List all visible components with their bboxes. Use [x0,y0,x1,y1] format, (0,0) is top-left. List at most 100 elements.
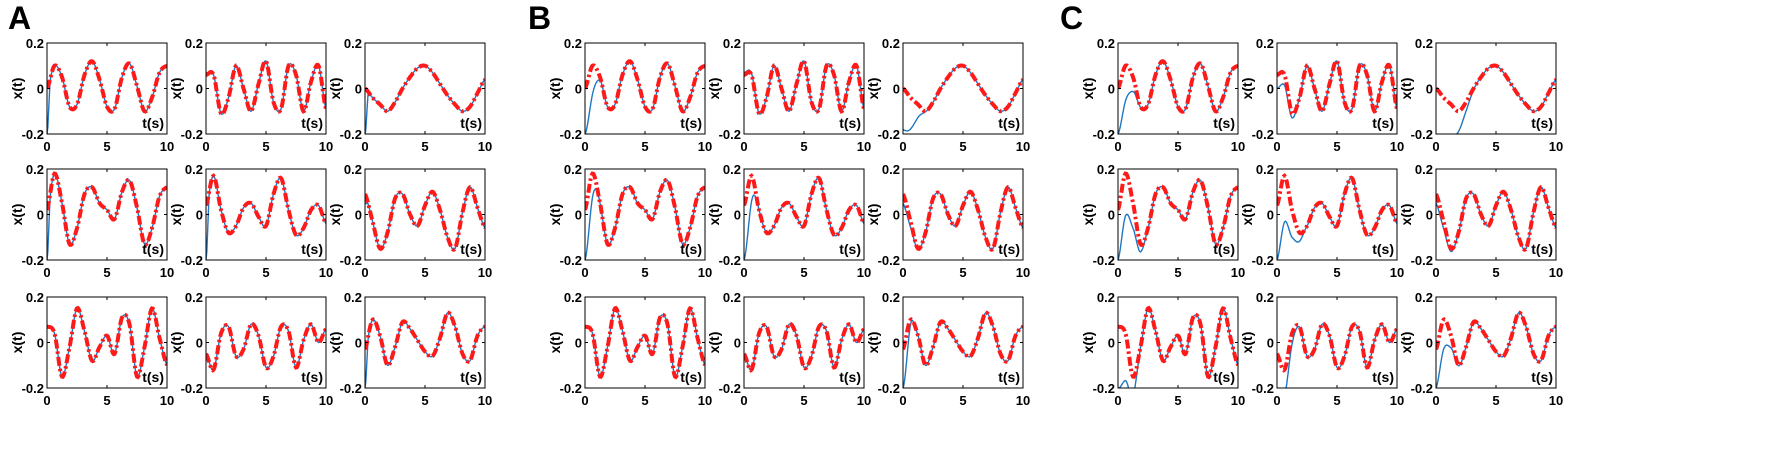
reference-line [744,321,864,373]
y-tick-label: 0 [1108,208,1115,223]
x-axis-label: t(s) [680,369,702,385]
reference-line [365,310,485,368]
y-tick-label: 0.2 [882,290,900,305]
subplot-r1c2: 0 5 10-0.200.2t(s)x(t) [1239,36,1404,154]
reference-line [206,321,326,373]
y-tick-label: 0.2 [564,36,582,51]
x-tick-label: 0 [1432,393,1439,408]
x-tick-label: 5 [1333,139,1340,154]
y-tick-label: 0 [1267,336,1274,351]
y-tick-label: 0 [1267,208,1274,223]
x-tick-label: 10 [1231,139,1245,154]
y-axis-label: x(t) [865,78,881,100]
y-tick-label: 0.2 [723,162,741,177]
subplot-r1c3: 0 5 10-0.200.2t(s)x(t) [865,36,1030,154]
x-tick-label: 5 [421,393,428,408]
reference-line [47,305,167,380]
subplot-r3c1: 0 5 10-0.200.2t(s)x(t) [1080,290,1245,408]
y-tick-label: -0.2 [181,381,203,396]
y-tick-label: 0 [1108,336,1115,351]
x-tick-label: 5 [959,393,966,408]
subplot-r3c2: 0 5 10-0.200.2t(s)x(t) [706,290,871,408]
y-tick-label: 0 [37,208,44,223]
x-tick-label: 0 [202,393,209,408]
y-tick-label: -0.2 [560,127,582,142]
x-tick-label: 5 [1174,265,1181,280]
y-tick-label: 0.2 [344,36,362,51]
reference-line [1118,171,1238,248]
y-tick-label: 0.2 [26,36,44,51]
x-tick-label: 10 [1016,393,1030,408]
reference-line [903,310,1023,368]
x-tick-label: 10 [319,393,333,408]
y-tick-label: -0.2 [1093,127,1115,142]
subplot-r1c3: 0 5 10-0.200.2t(s)x(t) [1398,36,1563,154]
x-axis-label: t(s) [142,241,164,257]
x-tick-label: 5 [1174,393,1181,408]
x-tick-label: 10 [1016,139,1030,154]
x-tick-label: 10 [1390,393,1404,408]
x-tick-label: 5 [800,393,807,408]
y-tick-label: 0.2 [723,36,741,51]
x-tick-label: 5 [800,139,807,154]
y-tick-label: -0.2 [22,381,44,396]
x-axis-label: t(s) [142,115,164,131]
y-tick-label: -0.2 [878,127,900,142]
x-tick-label: 0 [581,265,588,280]
subplot-r2c1: 0 5 10-0.200.2t(s)x(t) [9,162,174,280]
y-axis-label: x(t) [1080,78,1096,100]
y-tick-label: 0 [196,82,203,97]
subplot-r3c2: 0 5 10-0.200.2t(s)x(t) [1239,290,1404,408]
x-tick-label: 5 [1492,393,1499,408]
subplot-r3c3: 0 5 10-0.200.2t(s)x(t) [327,290,492,408]
x-tick-label: 0 [43,393,50,408]
subplot-r3c3: 0 5 10-0.200.2t(s)x(t) [865,290,1030,408]
x-axis-label: t(s) [998,115,1020,131]
y-tick-label: -0.2 [719,253,741,268]
x-tick-label: 0 [202,139,209,154]
subplot-r1c3: 0 5 10-0.200.2t(s)x(t) [327,36,492,154]
y-tick-label: 0.2 [26,162,44,177]
y-tick-label: -0.2 [1252,381,1274,396]
y-tick-label: 0 [355,336,362,351]
y-tick-label: -0.2 [22,253,44,268]
x-tick-label: 0 [361,139,368,154]
reference-line [585,171,705,248]
x-axis-label: t(s) [142,369,164,385]
y-tick-label: -0.2 [1252,127,1274,142]
y-tick-label: 0.2 [564,290,582,305]
x-tick-label: 0 [581,139,588,154]
x-tick-label: 10 [160,265,174,280]
y-tick-label: 0 [734,82,741,97]
x-tick-label: 10 [1231,265,1245,280]
y-axis-label: x(t) [865,204,881,226]
x-tick-label: 5 [959,139,966,154]
y-axis-label: x(t) [547,78,563,100]
y-tick-label: 0.2 [564,162,582,177]
y-axis-label: x(t) [1398,204,1414,226]
x-axis-label: t(s) [1213,115,1235,131]
y-axis-label: x(t) [168,332,184,354]
y-axis-label: x(t) [1080,204,1096,226]
x-tick-label: 0 [43,139,50,154]
y-tick-label: -0.2 [878,253,900,268]
y-tick-label: 0.2 [1256,290,1274,305]
tracking-line [1118,179,1238,260]
y-tick-label: 0 [1426,336,1433,351]
x-tick-label: 10 [1549,139,1563,154]
x-tick-label: 10 [1549,393,1563,408]
y-tick-label: 0.2 [882,162,900,177]
y-axis-label: x(t) [865,332,881,354]
x-tick-label: 5 [262,139,269,154]
y-axis-label: x(t) [1239,78,1255,100]
subplot-r3c1: 0 5 10-0.200.2t(s)x(t) [9,290,174,408]
x-tick-label: 5 [103,265,110,280]
x-tick-label: 5 [641,265,648,280]
x-tick-label: 10 [698,265,712,280]
y-tick-label: -0.2 [181,127,203,142]
x-axis-label: t(s) [1213,369,1235,385]
y-tick-label: 0 [196,336,203,351]
x-tick-label: 10 [319,139,333,154]
y-tick-label: 0 [893,82,900,97]
